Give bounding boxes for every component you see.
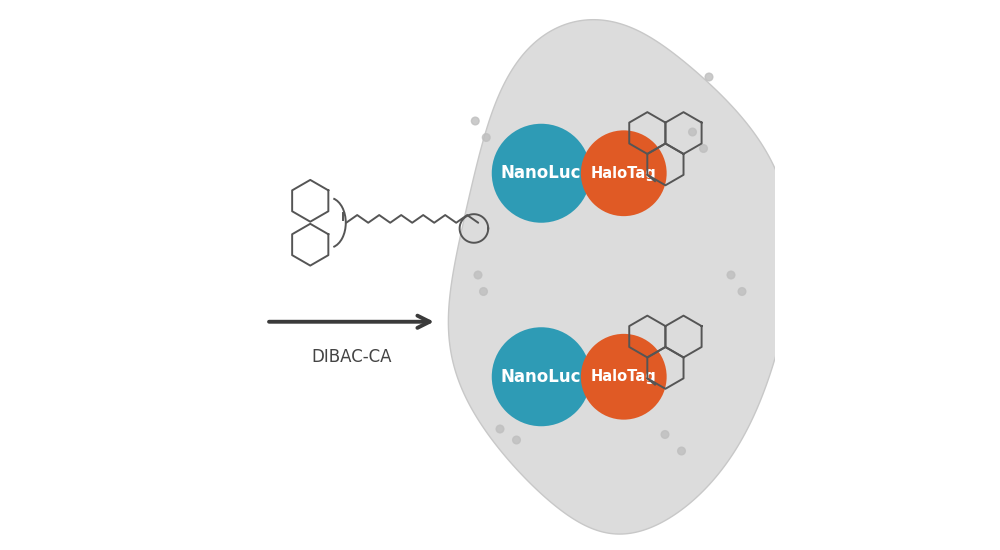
Bar: [580, 369, 590, 384]
Circle shape: [480, 288, 487, 295]
Circle shape: [513, 436, 520, 444]
Circle shape: [678, 447, 685, 455]
Text: NanoLuc: NanoLuc: [501, 368, 582, 386]
Circle shape: [581, 130, 667, 216]
Text: HaloTag: HaloTag: [591, 369, 657, 384]
Circle shape: [689, 128, 696, 136]
Polygon shape: [448, 20, 792, 534]
Circle shape: [738, 288, 746, 295]
Circle shape: [727, 271, 735, 279]
Text: DIBAC-CA: DIBAC-CA: [311, 349, 392, 366]
Circle shape: [492, 124, 591, 223]
Circle shape: [581, 334, 667, 420]
Circle shape: [661, 431, 669, 438]
Circle shape: [492, 327, 591, 426]
Bar: [580, 166, 590, 181]
Circle shape: [700, 145, 707, 152]
Circle shape: [496, 425, 504, 433]
Text: NanoLuc: NanoLuc: [501, 164, 582, 182]
Circle shape: [471, 117, 479, 125]
Circle shape: [482, 134, 490, 141]
Circle shape: [474, 271, 482, 279]
Text: HaloTag: HaloTag: [591, 166, 657, 181]
Circle shape: [705, 73, 713, 81]
